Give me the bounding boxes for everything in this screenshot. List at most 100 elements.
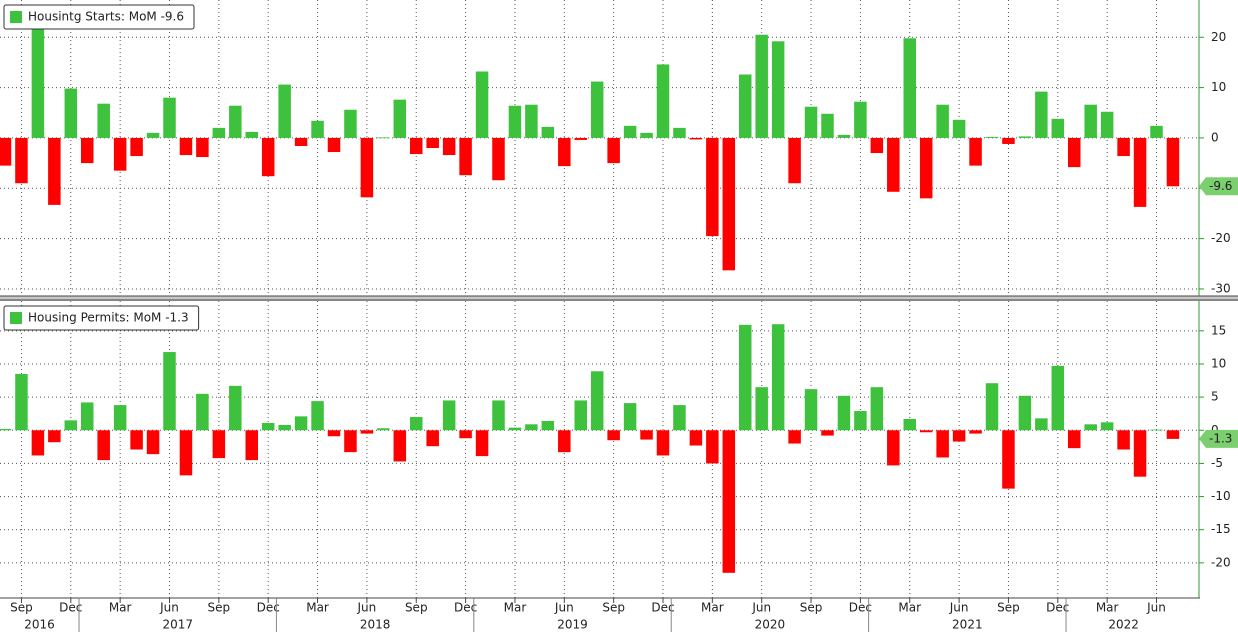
bar <box>1133 137 1147 207</box>
bar <box>1002 137 1015 144</box>
bar <box>1068 430 1081 449</box>
bar <box>130 137 143 157</box>
bar <box>1100 422 1114 431</box>
bar <box>985 383 999 431</box>
bar <box>1051 365 1065 431</box>
bar <box>311 401 324 431</box>
legend-swatch <box>10 11 22 23</box>
bar <box>952 119 966 138</box>
bar <box>278 84 291 138</box>
bar <box>1100 111 1114 138</box>
bar <box>163 97 176 138</box>
bar <box>903 38 916 138</box>
bar <box>492 400 505 431</box>
bar <box>788 430 801 444</box>
bar <box>410 137 423 155</box>
bar <box>97 103 110 138</box>
bar <box>525 424 538 431</box>
bar <box>1068 137 1081 168</box>
legend-box <box>3 4 195 30</box>
bar <box>393 430 407 462</box>
bar <box>1150 429 1163 431</box>
bar <box>377 428 390 431</box>
x-tick-label: Dec <box>454 601 477 615</box>
y-tick-label: 10 <box>1211 356 1226 370</box>
bar <box>1166 137 1180 187</box>
bar <box>15 137 28 184</box>
bar <box>1084 424 1097 431</box>
bar <box>788 137 801 184</box>
bar <box>64 88 78 138</box>
bar <box>887 137 900 192</box>
bar <box>1035 91 1048 138</box>
x-tick-label: Mar <box>898 601 921 615</box>
bar <box>607 137 620 164</box>
bar <box>640 430 653 440</box>
bar <box>492 137 505 181</box>
legend: Housintg Starts: MoM -9.6 <box>3 4 195 30</box>
bar <box>821 430 834 436</box>
bar <box>113 137 127 171</box>
bar <box>48 137 61 205</box>
bar <box>130 430 143 450</box>
bar <box>146 430 160 455</box>
year-label: 2018 <box>360 618 391 632</box>
bar <box>870 387 884 431</box>
x-tick-label: Dec <box>257 601 280 615</box>
bar <box>1133 430 1147 477</box>
x-tick-label: Dec <box>849 601 872 615</box>
bar <box>360 430 374 434</box>
bar <box>81 137 94 164</box>
bar <box>278 424 291 431</box>
bar <box>936 430 949 458</box>
bar <box>245 430 258 461</box>
bar <box>623 125 637 138</box>
bar <box>294 137 308 146</box>
bar <box>97 430 110 461</box>
bar <box>739 324 752 431</box>
bar <box>623 403 637 431</box>
x-tick-label: Jun <box>554 601 574 615</box>
year-label: 2021 <box>952 618 983 632</box>
bar <box>459 430 472 439</box>
bar <box>1117 137 1130 157</box>
y-tick-label: 5 <box>1211 390 1219 404</box>
bar <box>229 105 242 138</box>
panel-separator <box>0 296 1238 301</box>
bar <box>163 352 176 431</box>
bar <box>360 137 374 198</box>
y-tick-label: 0 <box>1211 130 1219 144</box>
bar <box>1035 418 1048 431</box>
bar <box>919 137 933 199</box>
y-tick-label: -20 <box>1211 555 1231 569</box>
bar <box>48 430 61 443</box>
legend-swatch <box>10 312 22 324</box>
x-tick-label: Mar <box>306 601 329 615</box>
bar <box>442 137 456 156</box>
y-tick-label: -10 <box>1211 489 1231 503</box>
bar <box>985 136 999 138</box>
bar <box>475 430 489 457</box>
bar <box>574 400 587 431</box>
y-tick-label: 0 <box>1211 423 1219 437</box>
bar <box>196 137 209 158</box>
bar <box>755 387 768 431</box>
bar <box>311 120 324 138</box>
bar <box>81 402 94 431</box>
x-tick-label: Jun <box>751 601 771 615</box>
x-tick-label: Jun <box>949 601 969 615</box>
y-tick-label: 15 <box>1211 323 1226 337</box>
bar <box>887 430 900 466</box>
bar <box>755 34 768 138</box>
bar <box>261 422 275 431</box>
bar <box>607 430 620 441</box>
bar <box>426 137 439 148</box>
bar <box>919 430 933 433</box>
x-tick-label: Dec <box>59 601 82 615</box>
bar <box>64 420 78 431</box>
bar <box>673 127 686 138</box>
y-tick-label: -30 <box>1211 281 1231 295</box>
bar <box>1018 395 1032 431</box>
